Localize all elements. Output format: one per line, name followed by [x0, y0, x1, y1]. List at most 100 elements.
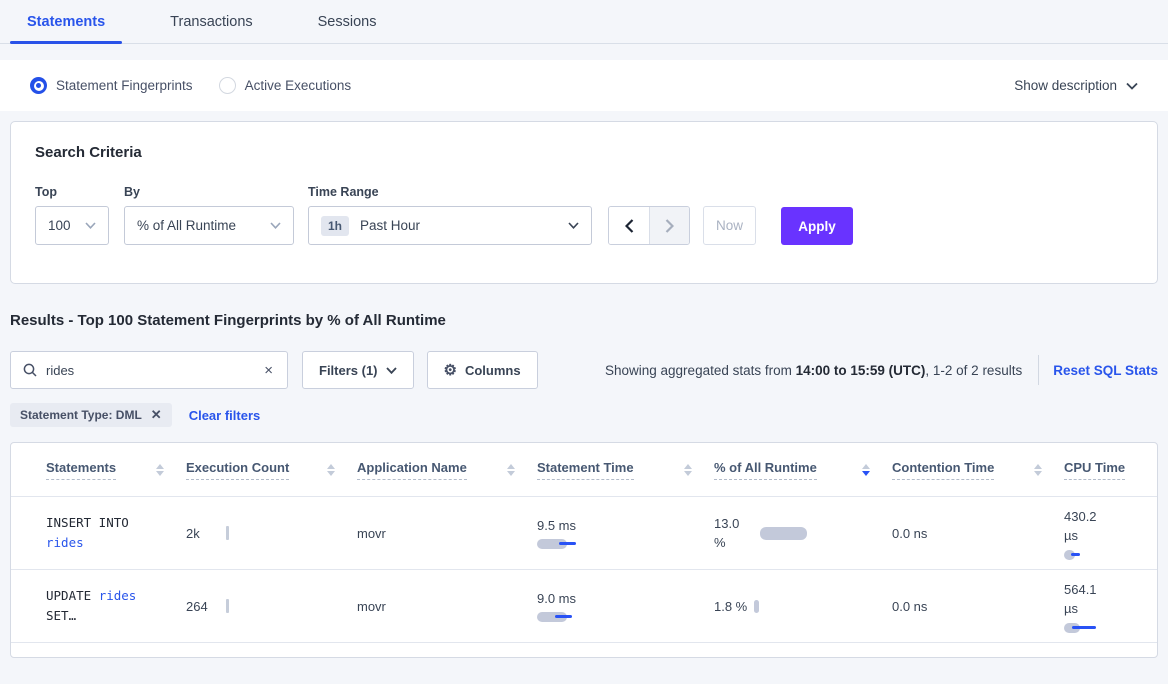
statement-time-cell: 9.5 ms — [537, 518, 714, 549]
top-select-value: 100 — [48, 218, 71, 233]
column-header-cpu-time[interactable]: CPU Time — [1064, 460, 1157, 480]
time-range-label: Time Range — [308, 185, 379, 199]
column-header-execution-count[interactable]: Execution Count — [186, 460, 357, 480]
time-range-field: Time Range 1h Past Hour — [308, 185, 592, 245]
tab-sessions[interactable]: Sessions — [301, 0, 394, 43]
statement-time-value: 9.5 ms — [537, 517, 577, 533]
time-next-button[interactable] — [649, 207, 689, 244]
filters-button[interactable]: Filters (1) — [302, 351, 414, 389]
tab-transactions[interactable]: Transactions — [153, 0, 269, 43]
top-label: Top — [35, 185, 57, 199]
column-header-label: Statement Time — [537, 460, 634, 480]
chevron-down-icon — [1126, 82, 1138, 90]
sort-icon — [327, 463, 335, 476]
statement-link[interactable]: rides — [46, 535, 84, 550]
tab-label: Statements — [27, 13, 106, 30]
radio-label: Statement Fingerprints — [56, 78, 193, 93]
tab-label: Sessions — [317, 13, 377, 30]
execution-count-cell: 264 — [186, 599, 357, 614]
results-search-box: × — [10, 351, 288, 389]
column-header-statement-time[interactable]: Statement Time — [537, 460, 714, 480]
statement-keyword: INSERT INTO — [46, 515, 129, 530]
time-range-select[interactable]: 1h Past Hour — [308, 206, 592, 245]
chevron-right-icon — [665, 218, 674, 233]
statement-cell: UPDATE rides SET… — [46, 586, 158, 626]
application-name-cell: movr — [357, 525, 386, 541]
statement-time-bar — [537, 611, 583, 622]
column-header-label: % of All Runtime — [714, 460, 817, 480]
clear-search-icon[interactable]: × — [264, 361, 273, 379]
view-toggle-bar: Statement Fingerprints Active Executions… — [0, 60, 1168, 111]
column-header-pct-of-all-runtime[interactable]: % of All Runtime — [714, 460, 892, 480]
pct-runtime-bar — [760, 526, 807, 540]
statement-time-cell: 9.0 ms — [537, 591, 714, 622]
filter-chip-statement-type[interactable]: Statement Type: DML ✕ — [10, 403, 172, 427]
cpu-time-cell: 430.2 µs — [1064, 507, 1157, 560]
sort-icon — [684, 463, 692, 476]
sort-icon — [156, 463, 164, 476]
contention-time-cell: 0.0 ns — [892, 598, 928, 614]
top-field: Top 100 — [35, 185, 124, 245]
column-header-application-name[interactable]: Application Name — [357, 460, 537, 480]
search-input[interactable] — [46, 362, 263, 378]
radio-active-executions[interactable]: Active Executions — [218, 77, 352, 94]
gear-icon: ⚙ — [443, 362, 457, 379]
application-name-cell: movr — [357, 598, 386, 614]
remove-filter-icon[interactable]: ✕ — [150, 407, 162, 422]
show-description-toggle[interactable]: Show description — [1014, 78, 1138, 93]
tab-statements[interactable]: Statements — [10, 0, 123, 44]
column-header-label: CPU Time — [1064, 460, 1126, 480]
now-button[interactable]: Now — [703, 206, 756, 245]
chevron-down-icon — [385, 366, 397, 374]
showing-range: 14:00 to 15:59 (UTC) — [795, 362, 926, 378]
top-select[interactable]: 100 — [35, 206, 109, 245]
statement-time-value: 9.0 ms — [537, 590, 577, 606]
clear-filters-link[interactable]: Clear filters — [188, 407, 261, 423]
columns-button[interactable]: ⚙ Columns — [426, 351, 538, 389]
execution-count-cell: 2k — [186, 526, 357, 541]
vertical-divider — [1038, 355, 1040, 385]
column-header-label: Statements — [46, 460, 117, 480]
reset-sql-stats-link[interactable]: Reset SQL Stats — [1053, 362, 1158, 378]
showing-prefix: Showing aggregated stats from — [605, 362, 796, 378]
cpu-time-value: 564.1 µs — [1064, 581, 1097, 616]
statement-cell: INSERT INTO rides — [46, 513, 158, 553]
radio-label: Active Executions — [244, 78, 352, 93]
table-header-row: Statements Execution Count Application N… — [11, 443, 1157, 497]
filter-chip-label: Statement Type: DML — [20, 408, 142, 422]
column-header-statements[interactable]: Statements — [46, 460, 186, 480]
execution-count-bar — [226, 599, 229, 613]
chevron-down-icon — [85, 222, 96, 229]
execution-count-value: 2k — [186, 525, 200, 541]
column-header-label: Execution Count — [186, 460, 290, 480]
by-select-value: % of All Runtime — [137, 218, 237, 233]
search-criteria-title: Search Criteria — [35, 144, 142, 161]
time-prev-button[interactable] — [609, 207, 649, 244]
pct-runtime-cell: 1.8 % — [714, 599, 892, 614]
cpu-time-bar — [1064, 549, 1084, 560]
radio-selected-icon — [30, 77, 47, 94]
column-header-label: Contention Time — [892, 460, 995, 480]
pct-runtime-value: 13.0 % — [714, 516, 740, 550]
search-criteria-panel: Search Criteria Top 100 By % of All Runt… — [10, 121, 1158, 284]
cpu-time-value: 430.2 µs — [1064, 508, 1097, 543]
chevron-left-icon — [624, 218, 634, 233]
results-controls-row: × Filters (1) ⚙ Columns Showing aggregat… — [10, 351, 1158, 389]
apply-button-label: Apply — [798, 218, 836, 234]
statement-keyword: SET… — [46, 608, 77, 623]
apply-button[interactable]: Apply — [781, 207, 853, 245]
active-filters-row: Statement Type: DML ✕ Clear filters — [10, 403, 1158, 427]
columns-button-label: Columns — [464, 362, 521, 378]
statement-keyword: UPDATE — [46, 588, 92, 603]
by-label: By — [124, 185, 140, 199]
showing-suffix: , 1-2 of 2 results — [925, 362, 1023, 378]
column-header-label: Application Name — [357, 460, 467, 480]
column-header-contention-time[interactable]: Contention Time — [892, 460, 1064, 480]
chevron-down-icon — [270, 222, 281, 229]
radio-statement-fingerprints[interactable]: Statement Fingerprints — [30, 77, 193, 94]
by-select[interactable]: % of All Runtime — [124, 206, 294, 245]
filters-button-label: Filters (1) — [319, 362, 378, 378]
cpu-time-cell: 564.1 µs — [1064, 580, 1157, 633]
statement-link[interactable]: rides — [98, 588, 137, 603]
by-field: By % of All Runtime — [124, 185, 308, 245]
